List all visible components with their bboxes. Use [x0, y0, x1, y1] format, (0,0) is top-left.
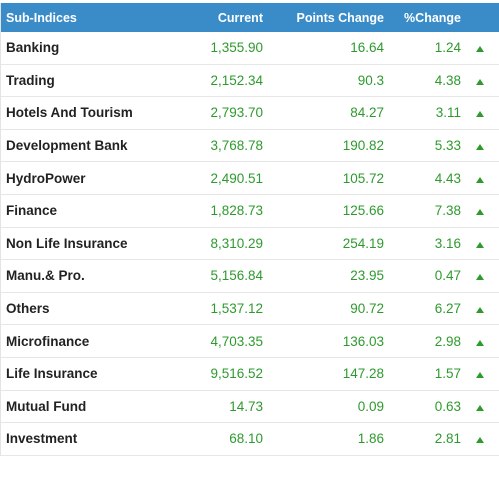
points-change-value: 90.72	[350, 301, 384, 317]
sub-index-name: Others	[6, 301, 50, 317]
pct-change-value: 7.38	[434, 203, 461, 219]
pct-change-value: 4.38	[434, 72, 461, 88]
current-value: 5,156.84	[210, 268, 263, 284]
sub-index-name: HydroPower	[6, 170, 86, 186]
table-body: Banking 1,355.90 16.64 1.24 Trading 2,152.34 9…	[1, 32, 499, 456]
table-row[interactable]: Development Bank 3,768.78 190.82 5.33	[1, 130, 499, 163]
pct-change-value: 1.24	[434, 40, 461, 56]
points-change-value: 147.28	[342, 366, 384, 382]
pct-change-value: 2.81	[434, 431, 461, 447]
trend-cell	[461, 138, 499, 153]
trend-cell	[461, 301, 499, 316]
up-arrow-icon	[476, 144, 484, 151]
sub-index-name: Life Insurance	[6, 366, 98, 382]
current-value: 1,828.73	[210, 203, 263, 219]
points-change-value: 190.82	[342, 138, 384, 154]
pct-change-value: 3.11	[435, 105, 461, 121]
trend-cell	[461, 73, 499, 88]
points-change-value: 84.27	[350, 105, 384, 121]
points-change-value: 16.64	[350, 40, 384, 56]
sub-index-name: Microfinance	[6, 333, 90, 349]
table-row[interactable]: HydroPower 2,490.51 105.72 4.43	[1, 162, 499, 195]
current-value: 68.10	[229, 431, 263, 447]
pct-change-value: 2.98	[434, 333, 461, 349]
pct-change-value: 5.33	[434, 138, 461, 154]
current-value: 8,310.29	[210, 235, 263, 251]
table-row[interactable]: Others 1,537.12 90.72 6.27	[1, 293, 499, 326]
points-change-value: 90.3	[357, 72, 384, 88]
trend-cell	[461, 105, 499, 120]
sub-indices-table: Sub-Indices Current Points Change %Chang…	[0, 3, 499, 456]
header-sub-indices[interactable]: Sub-Indices	[6, 10, 77, 25]
current-value: 2,152.34	[210, 72, 263, 88]
pct-change-value: 4.43	[434, 170, 461, 186]
sub-index-name: Non Life Insurance	[6, 235, 128, 251]
sub-index-name: Mutual Fund	[6, 398, 87, 414]
table-row[interactable]: Life Insurance 9,516.52 147.28 1.57	[1, 358, 499, 391]
up-arrow-icon	[476, 111, 484, 118]
up-arrow-icon	[476, 404, 484, 411]
table-row[interactable]: Finance 1,828.73 125.66 7.38	[1, 195, 499, 228]
up-arrow-icon	[476, 241, 484, 248]
up-arrow-icon	[476, 46, 484, 53]
header-points-change[interactable]: Points Change	[296, 10, 384, 25]
up-arrow-icon	[476, 274, 484, 281]
header-current[interactable]: Current	[217, 10, 263, 25]
current-value: 1,355.90	[210, 40, 263, 56]
table-row[interactable]: Mutual Fund 14.73 0.09 0.63	[1, 391, 499, 424]
sub-index-name: Investment	[6, 431, 78, 447]
sub-index-name: Manu.& Pro.	[6, 268, 85, 284]
table-row[interactable]: Investment 68.10 1.86 2.81	[1, 423, 499, 456]
points-change-value: 136.03	[342, 333, 384, 349]
points-change-value: 105.72	[342, 170, 384, 186]
up-arrow-icon	[476, 176, 484, 183]
pct-change-value: 0.47	[434, 268, 461, 284]
points-change-value: 1.86	[357, 431, 384, 447]
up-arrow-icon	[476, 209, 484, 216]
current-value: 3,768.78	[210, 138, 263, 154]
trend-cell	[461, 334, 499, 349]
header-pct-change[interactable]: %Change	[404, 10, 461, 25]
current-value: 2,490.51	[210, 170, 263, 186]
pct-change-value: 0.63	[434, 398, 461, 414]
pct-change-value: 1.57	[434, 366, 461, 382]
sub-index-name: Development Bank	[6, 138, 128, 154]
pct-change-value: 3.16	[434, 235, 461, 251]
trend-cell	[461, 236, 499, 251]
trend-cell	[461, 268, 499, 283]
table-row[interactable]: Trading 2,152.34 90.3 4.38	[1, 65, 499, 98]
sub-index-name: Hotels And Tourism	[6, 105, 133, 121]
trend-cell	[461, 431, 499, 446]
trend-cell	[461, 203, 499, 218]
table-row[interactable]: Manu.& Pro. 5,156.84 23.95 0.47	[1, 260, 499, 293]
table-header: Sub-Indices Current Points Change %Chang…	[1, 3, 499, 32]
current-value: 14.73	[229, 398, 263, 414]
trend-cell	[461, 171, 499, 186]
table-row[interactable]: Banking 1,355.90 16.64 1.24	[1, 32, 499, 65]
up-arrow-icon	[476, 78, 484, 85]
up-arrow-icon	[476, 437, 484, 444]
table-row[interactable]: Microfinance 4,703.35 136.03 2.98	[1, 325, 499, 358]
table-row[interactable]: Hotels And Tourism 2,793.70 84.27 3.11	[1, 97, 499, 130]
up-arrow-icon	[476, 372, 484, 379]
points-change-value: 0.09	[357, 398, 384, 414]
current-value: 2,793.70	[210, 105, 263, 121]
table-row[interactable]: Non Life Insurance 8,310.29 254.19 3.16	[1, 228, 499, 261]
pct-change-value: 6.27	[434, 301, 461, 317]
trend-cell	[461, 40, 499, 55]
up-arrow-icon	[476, 307, 484, 314]
trend-cell	[461, 366, 499, 381]
up-arrow-icon	[476, 339, 484, 346]
sub-index-name: Trading	[6, 72, 55, 88]
trend-cell	[461, 399, 499, 414]
points-change-value: 254.19	[342, 235, 384, 251]
current-value: 1,537.12	[210, 301, 263, 317]
current-value: 4,703.35	[210, 333, 263, 349]
points-change-value: 125.66	[342, 203, 384, 219]
sub-index-name: Banking	[6, 40, 60, 56]
current-value: 9,516.52	[210, 366, 263, 382]
points-change-value: 23.95	[350, 268, 384, 284]
sub-index-name: Finance	[6, 203, 58, 219]
